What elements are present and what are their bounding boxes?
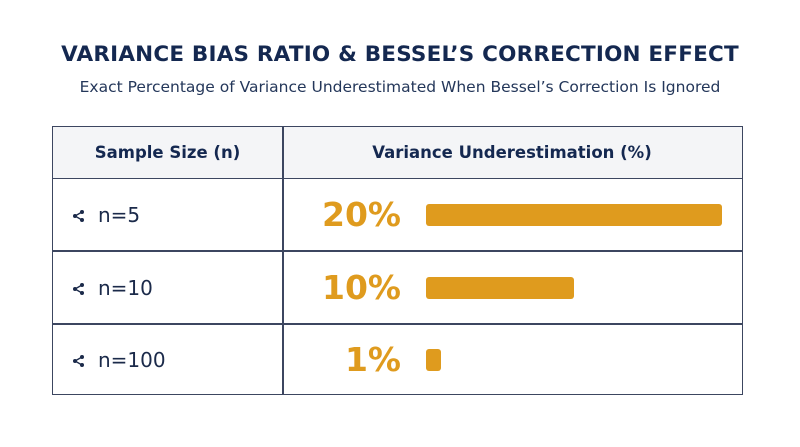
category-label: n=10: [98, 275, 153, 300]
row-divider: [53, 250, 742, 252]
data-table: Sample Size (n) Variance Underestimation…: [52, 126, 743, 395]
column-divider: [282, 127, 284, 394]
table-header-row: Sample Size (n) Variance Underestimation…: [53, 127, 742, 179]
table-row: n=5 20%: [53, 179, 742, 251]
chart-title: VARIANCE BIAS RATIO & BESSEL’S CORRECTIO…: [61, 42, 739, 67]
bar: [426, 349, 441, 371]
network-node-icon: [72, 281, 86, 295]
row-divider: [53, 323, 742, 325]
table-row: n=100 1%: [53, 324, 742, 396]
chart-subtitle: Exact Percentage of Variance Underestima…: [79, 78, 721, 96]
network-node-icon: [72, 353, 86, 367]
table-row: n=10 10%: [53, 252, 742, 324]
bar: [426, 204, 722, 226]
category-label: n=100: [98, 348, 166, 372]
bar: [426, 276, 574, 299]
value-label: 1%: [344, 340, 401, 379]
value-label: 10%: [322, 267, 401, 307]
column-header-variance-underestimation: Variance Underestimation (%): [372, 143, 652, 162]
column-header-sample-size: Sample Size (n): [94, 143, 241, 162]
category-label: n=5: [98, 203, 141, 227]
value-label: 20%: [322, 195, 401, 234]
network-node-icon: [72, 208, 86, 222]
